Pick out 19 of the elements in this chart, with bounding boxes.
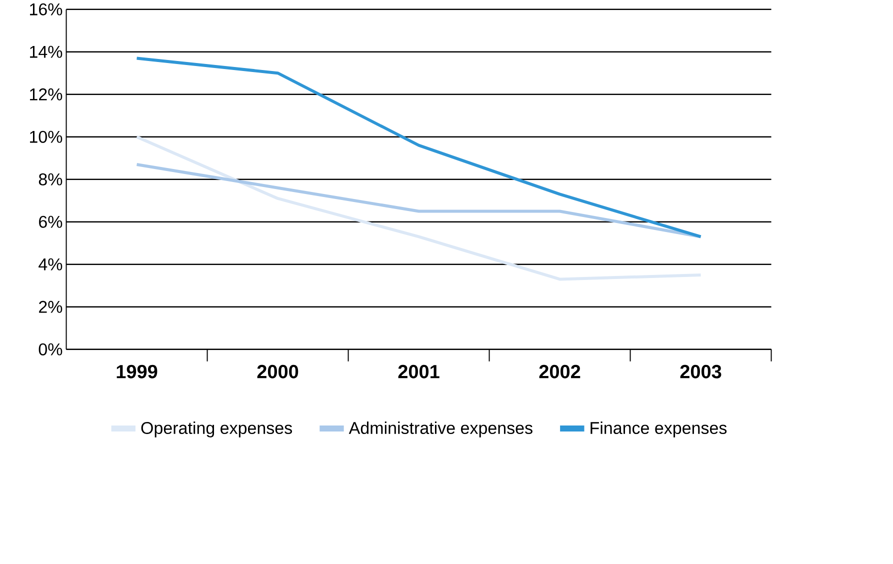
legend-label: Finance expenses: [590, 422, 727, 438]
x-tick-label: 2000: [257, 364, 298, 378]
legend-label: Operating expenses: [141, 422, 292, 438]
y-tick-label: 10%: [30, 130, 62, 143]
y-tick-label: 14%: [30, 46, 62, 58]
y-tick-label: 4%: [38, 258, 62, 270]
y-tick-label: 0%: [38, 343, 62, 356]
y-tick-label: 8%: [38, 173, 62, 186]
x-tick-label: 2001: [398, 364, 440, 378]
line-series: [135, 56, 702, 238]
legend-label: Administrative expenses: [348, 422, 532, 438]
x-tick-label: 1999: [116, 364, 158, 378]
y-tick-label: 6%: [39, 216, 62, 228]
y-tick-label: 16%: [30, 3, 62, 16]
x-tick-label: 2003: [680, 364, 722, 378]
y-tick-label: 2%: [39, 300, 62, 313]
y-tick-label: 12%: [30, 88, 62, 100]
x-tick-label: 2002: [539, 364, 580, 378]
line-series: [135, 135, 702, 281]
